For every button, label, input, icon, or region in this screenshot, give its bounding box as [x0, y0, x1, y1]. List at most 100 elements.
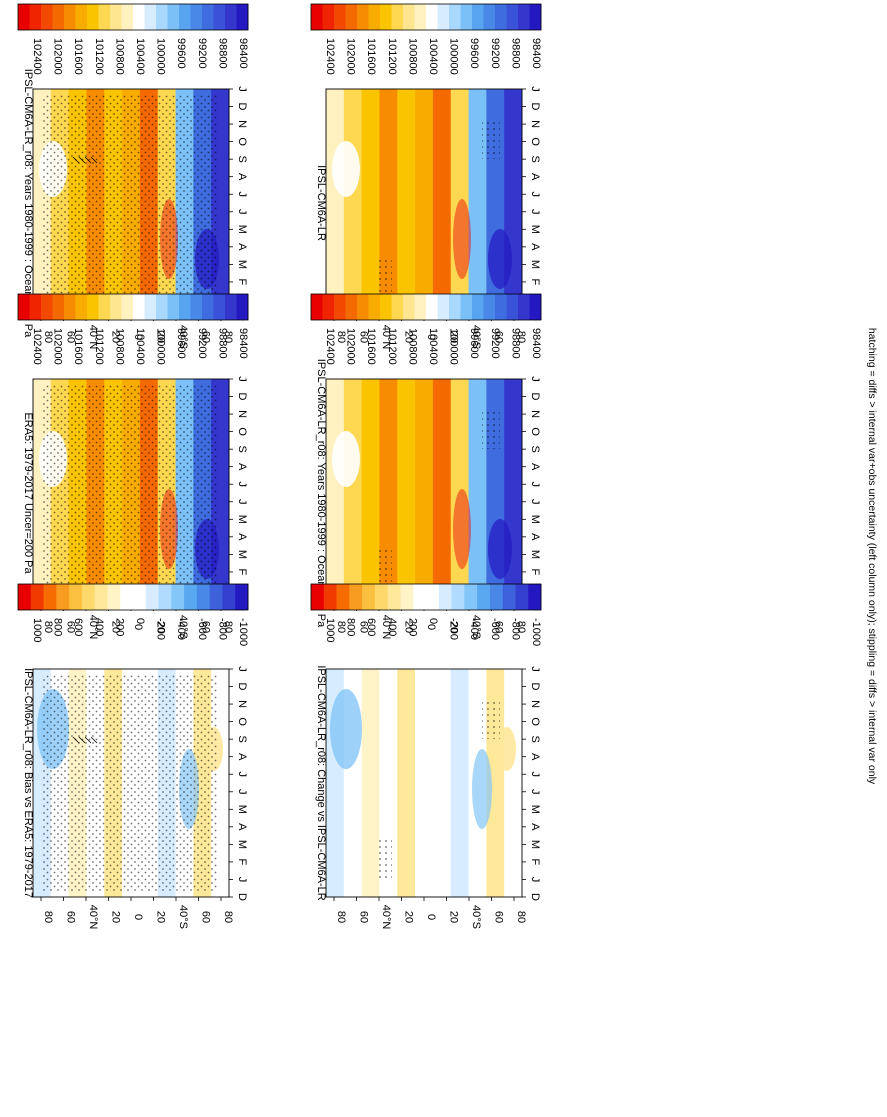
- colorbar-tick-label: 99200: [196, 328, 208, 359]
- y-tick-label: 40°S: [470, 325, 482, 349]
- panel-6: 1000 800 600 400 200 0 -200 -400 -600 -800 -100080…: [310, 583, 542, 929]
- x-tick-label: J: [236, 877, 248, 883]
- field-band: [415, 89, 434, 317]
- colorbar-tick-label: 200: [406, 618, 418, 636]
- field-blob: [453, 489, 471, 569]
- y-tick-label: 20: [403, 911, 415, 923]
- x-tick-label: M: [236, 515, 248, 524]
- colorbar-swatch: [483, 4, 496, 30]
- colorbar-tick-label: 102400: [324, 328, 336, 365]
- colorbar-swatch: [380, 294, 392, 320]
- colorbar-tick-label: 101200: [386, 38, 398, 75]
- colorbar-swatch: [477, 584, 491, 610]
- y-tick-label: 80: [335, 911, 347, 923]
- colorbar-swatch: [515, 584, 529, 610]
- colorbar-tick-label: 102400: [324, 38, 336, 75]
- x-tick-label: F: [236, 279, 248, 286]
- x-tick-label: D: [236, 893, 248, 901]
- colorbar-swatch: [30, 584, 44, 610]
- panel-title: IPSL-CM6A-LR_r08: Change vs IPSL-CM6A-LR: [315, 665, 327, 900]
- x-tick-label: D: [529, 683, 541, 691]
- colorbar-tick-label: 102400: [31, 328, 43, 365]
- x-tick-label: M: [236, 805, 248, 814]
- y-tick-label: 60: [358, 621, 370, 633]
- colorbar-swatch: [171, 584, 185, 610]
- colorbar-swatch: [98, 4, 111, 30]
- colorbar-tick-label: 99200: [489, 328, 501, 359]
- x-tick-label: M: [236, 225, 248, 234]
- colorbar-tick-label: 400: [386, 618, 398, 636]
- field-blob: [453, 199, 471, 279]
- y-tick-label: 20: [403, 621, 415, 633]
- colorbar-tick-label: 98800: [509, 328, 521, 359]
- colorbar-swatch: [426, 4, 438, 30]
- x-tick-label: J: [236, 86, 248, 92]
- panel-title: IPSL-CM6A-LR: [315, 165, 327, 241]
- colorbar-frame: [310, 3, 542, 31]
- colorbar-swatch: [41, 294, 53, 320]
- y-tick-label: 20: [403, 331, 415, 343]
- colorbar-swatch: [236, 294, 249, 320]
- colorbar-tick-label: 99600: [468, 38, 480, 69]
- heatmap-plot: [32, 88, 230, 318]
- colorbar-swatch: [336, 584, 350, 610]
- heatmap-plot: [325, 378, 523, 608]
- colorbar: 102400 102000 101600 101200 100800 100400 1000…: [17, 293, 249, 365]
- colorbar-swatch: [506, 294, 519, 320]
- heatmap-plot: [325, 668, 523, 898]
- hatch-mark: [78, 736, 86, 744]
- colorbar-swatch: [179, 4, 191, 30]
- colorbar: 102400 102000 101600 101200 100800 100400 1000…: [310, 293, 542, 365]
- field-band: [326, 379, 345, 607]
- hatch-mark: [84, 736, 92, 744]
- colorbar-tick-label: 98400: [237, 38, 249, 69]
- colorbar-tick-label: 99200: [196, 38, 208, 69]
- y-tick-label: 40°S: [470, 905, 482, 929]
- panel-title: ERA5: 1979-2017 Uncer=200 Pa: [22, 412, 34, 574]
- stippling: [376, 259, 392, 299]
- x-tick-label: M: [236, 260, 248, 269]
- y-tick-label: 20: [448, 331, 460, 343]
- y-tick-label: 20: [448, 621, 460, 633]
- footer-note: hatching = diffs > internal var+obs unce…: [866, 328, 878, 785]
- stippling: [43, 675, 217, 891]
- x-tick-label: N: [529, 410, 541, 418]
- colorbar-tick-label: 100800: [406, 38, 418, 75]
- hatch-mark: [90, 736, 98, 744]
- colorbar-swatch: [107, 584, 121, 610]
- x-tick-label: A: [236, 533, 248, 541]
- colorbar-frame: [17, 3, 249, 31]
- colorbar-swatch: [56, 584, 70, 610]
- field-blob: [498, 727, 516, 771]
- x-tick-label: O: [529, 137, 541, 146]
- y-tick-label: 80: [515, 331, 527, 343]
- x-tick-label: A: [236, 463, 248, 471]
- colorbar-swatch: [222, 584, 236, 610]
- y-tick-label: 40°N: [87, 325, 99, 350]
- x-tick-label: O: [236, 427, 248, 436]
- x-tick-label: J: [529, 481, 541, 487]
- field-blob: [330, 689, 362, 769]
- field-band: [361, 669, 380, 897]
- stippling: [43, 385, 217, 601]
- hatch-mark: [90, 156, 98, 164]
- x-tick-label: M: [529, 225, 541, 234]
- colorbar-swatch: [357, 4, 369, 30]
- panel-3: 102400 102000 101600 101200 100800 100400 1000…: [17, 293, 249, 639]
- y-tick-label: 20: [110, 621, 122, 633]
- colorbar-swatch: [334, 294, 346, 320]
- colorbar-swatch: [190, 294, 203, 320]
- y-tick-label: 40°N: [380, 615, 392, 640]
- y-tick-label: 60: [493, 911, 505, 923]
- colorbar-swatch: [81, 584, 96, 610]
- x-tick-label: J: [236, 376, 248, 382]
- colorbar-swatch: [121, 294, 134, 320]
- x-tick-label: A: [529, 243, 541, 251]
- y-tick-label: 80: [222, 621, 234, 633]
- field-blob: [332, 141, 360, 197]
- y-tick-label: 20: [110, 331, 122, 343]
- colorbar-swatch: [323, 584, 337, 610]
- colorbar-swatch: [451, 584, 465, 610]
- colorbar-tick-label: 800: [345, 618, 357, 636]
- x-tick-label: M: [236, 840, 248, 849]
